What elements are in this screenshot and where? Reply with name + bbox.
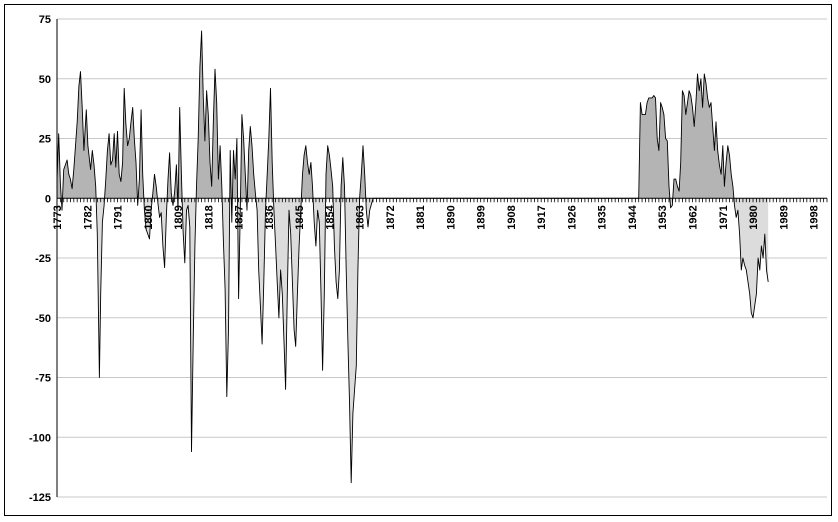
x-tick-label: 1818 <box>203 205 215 229</box>
x-tick-label: 1782 <box>82 205 94 229</box>
gridlines <box>57 18 827 498</box>
area-chart: -125 -100 -75 -50 -25 0 25 50 75 1773 1782 1791 180… <box>29 14 828 504</box>
y-tick-labels: -125 -100 -75 -50 -25 0 25 50 75 <box>29 14 51 504</box>
y-tick-label: 50 <box>39 74 51 86</box>
x-tick-label: 1872 <box>385 205 397 229</box>
x-tick-label: 1962 <box>688 205 700 229</box>
y-tick-label: -50 <box>35 313 51 325</box>
x-tick-label: 1917 <box>536 205 548 229</box>
y-tick-label: 25 <box>39 134 51 146</box>
x-tick-label: 1980 <box>748 205 760 229</box>
series-line <box>56 30 769 484</box>
x-tick-label: 1890 <box>445 205 457 229</box>
y-tick-label: -75 <box>35 373 51 385</box>
x-tick-label: 1908 <box>506 205 518 229</box>
y-tick-label: -100 <box>29 432 51 444</box>
y-tick-label: 0 <box>45 193 51 205</box>
area-series <box>56 30 769 484</box>
axes <box>56 19 828 497</box>
x-tick-label: 1791 <box>113 205 125 229</box>
y-tick-label: -25 <box>35 253 51 265</box>
x-tick-label: 1881 <box>415 205 427 229</box>
x-tick-label: 1926 <box>567 205 579 229</box>
x-tick-label: 1944 <box>627 204 639 229</box>
x-tick-label: 1863 <box>355 205 367 229</box>
x-tick-label: 1854 <box>324 204 336 229</box>
x-tick-label: 1845 <box>294 205 306 229</box>
x-tick-label: 1809 <box>173 205 185 229</box>
x-tick-label: 1836 <box>264 205 276 229</box>
positive-area <box>57 31 734 199</box>
x-tick-label: 1935 <box>597 205 609 229</box>
x-tick-label: 1989 <box>778 205 790 229</box>
x-tick-label: 1773 <box>52 205 64 229</box>
x-tick-label: 1998 <box>809 205 821 229</box>
x-tick-label: 1800 <box>143 205 155 229</box>
y-tick-label: 75 <box>39 14 51 26</box>
chart-frame: -125 -100 -75 -50 -25 0 25 50 75 1773 1782 1791 180… <box>4 4 832 516</box>
x-tick-label: 1827 <box>234 205 246 229</box>
x-tick-label: 1899 <box>476 205 488 229</box>
x-tick-label: 1953 <box>657 205 669 229</box>
x-tick-label: 1971 <box>718 205 730 229</box>
x-tick-labels: 1773 1782 1791 1800 1809 1818 1827 1836 1845 1854… <box>52 204 821 229</box>
y-tick-label: -125 <box>29 492 51 504</box>
